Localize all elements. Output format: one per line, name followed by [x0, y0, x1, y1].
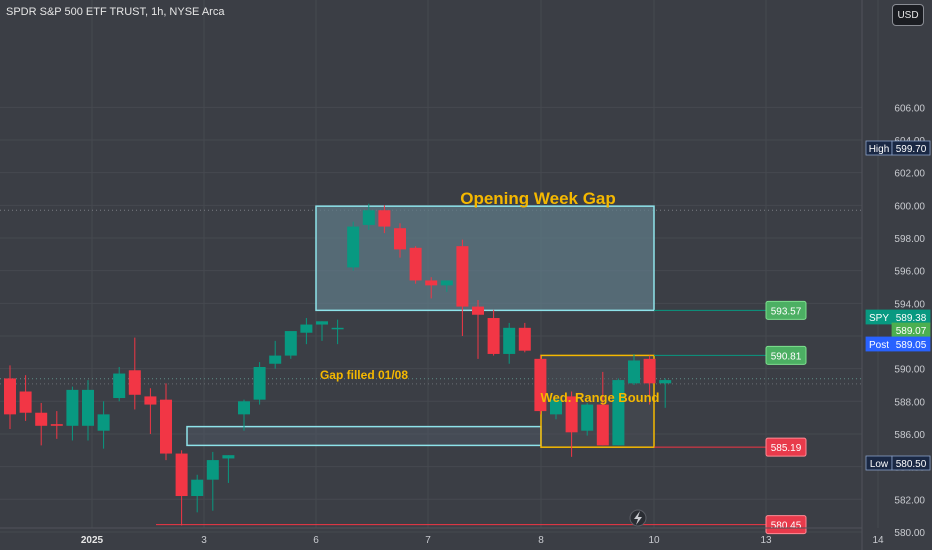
candle-body: [659, 380, 672, 384]
level-label-text: 593.57: [771, 306, 802, 317]
price-tag-label-spy: SPY: [869, 313, 889, 324]
x-tick-label: 13: [760, 535, 772, 546]
price-tag-label-high: High: [869, 144, 890, 155]
candle-body: [378, 210, 391, 227]
level-label-text: 585.19: [771, 443, 802, 454]
candle-body: [362, 210, 375, 225]
candle-body: [160, 399, 172, 454]
candle-body: [284, 331, 297, 356]
price-tag-value-box: [891, 455, 931, 471]
y-tick-label: 606.00: [894, 103, 925, 114]
candle-body: [456, 246, 469, 307]
candle-body: [643, 358, 656, 384]
candle-body: [581, 404, 594, 431]
y-tick-label: 588.00: [894, 397, 925, 408]
candle-body: [550, 399, 562, 415]
y-tick-label: 596.00: [894, 267, 925, 278]
candle-body: [628, 360, 640, 384]
x-tick-label: 6: [313, 535, 319, 546]
candle-body: [503, 327, 516, 354]
price-tag-value-box: [891, 336, 931, 352]
candle-body: [66, 389, 79, 426]
annotation-gap-filled: Gap filled 01/08: [320, 368, 408, 382]
candle-body: [518, 327, 531, 351]
candle-body: [144, 396, 157, 405]
price-tag-label-low: Low: [870, 459, 889, 470]
y-tick-label: 598.00: [894, 234, 925, 245]
candle-body: [206, 460, 219, 480]
currency-button[interactable]: USD: [892, 4, 924, 26]
candle-body: [440, 280, 453, 286]
y-tick-label: 580.00: [894, 528, 925, 539]
x-tick-label: 14: [872, 535, 884, 546]
y-tick-label: 594.00: [894, 299, 925, 310]
x-tick-label: 8: [538, 535, 544, 546]
candle-body: [128, 370, 141, 395]
candle-body: [97, 414, 110, 431]
annotation-opening-week-gap: Opening Week Gap: [460, 189, 616, 208]
level-label-box: [765, 515, 807, 535]
candle-body: [35, 412, 48, 426]
candle-body: [4, 378, 16, 415]
y-tick-label: 600.00: [894, 201, 925, 212]
candle-body: [534, 358, 547, 412]
candle-body: [50, 424, 63, 426]
chart-title: SPDR S&P 500 ETF TRUST, 1h, NYSE Arca: [6, 6, 225, 18]
level-label-box: [765, 345, 807, 365]
level-label-box: [765, 300, 807, 320]
candle-body: [300, 324, 313, 333]
candle-body: [596, 404, 609, 446]
price-tag-value-low: 580.50: [896, 459, 927, 470]
candle-body: [347, 226, 360, 268]
candle-body: [19, 391, 32, 413]
level-label-text: 580.45: [771, 521, 802, 532]
price-tag-value-high: 599.70: [896, 144, 927, 155]
candle-body: [565, 396, 578, 433]
candle-body: [113, 373, 126, 399]
price-tag-value-spy: 589.38: [896, 313, 927, 324]
candle-body: [191, 479, 204, 497]
level-label-text: 590.81: [771, 351, 802, 362]
candle-body: [409, 247, 422, 281]
level-label-box: [765, 437, 807, 457]
gap-filled-box: [186, 425, 542, 447]
x-tick-label: 10: [648, 535, 660, 546]
y-tick-label: 586.00: [894, 430, 925, 441]
candle-body: [82, 389, 94, 426]
candle-body: [269, 355, 282, 364]
annotation-wed-range-bound: Wed. Range Bound: [541, 390, 660, 405]
x-tick-label: 7: [425, 535, 431, 546]
candle-body: [253, 367, 266, 400]
candle-body: [331, 327, 344, 330]
opening-week-gap-box: [315, 205, 655, 312]
candle-body: [222, 455, 235, 459]
lightning-glyph: [634, 511, 642, 525]
candle-body: [175, 453, 188, 497]
candle-body: [472, 306, 484, 315]
candle-body: [612, 380, 625, 446]
price-tag-value-last: 589.07: [896, 326, 927, 337]
candle-body: [394, 228, 406, 250]
y-tick-label: 582.00: [894, 495, 925, 506]
price-tag-label-post: Post: [869, 340, 889, 351]
candle-body: [425, 280, 438, 286]
price-tag-value-box: [891, 140, 931, 156]
candle-body: [316, 321, 328, 325]
candle-body: [487, 318, 500, 354]
price-tag-value-post: 589.05: [896, 340, 927, 351]
x-tick-label: 2025: [81, 535, 104, 546]
x-tick-label: 3: [201, 535, 207, 546]
y-tick-label: 602.00: [894, 169, 925, 180]
candle-body: [238, 401, 250, 415]
y-tick-label: 590.00: [894, 365, 925, 376]
